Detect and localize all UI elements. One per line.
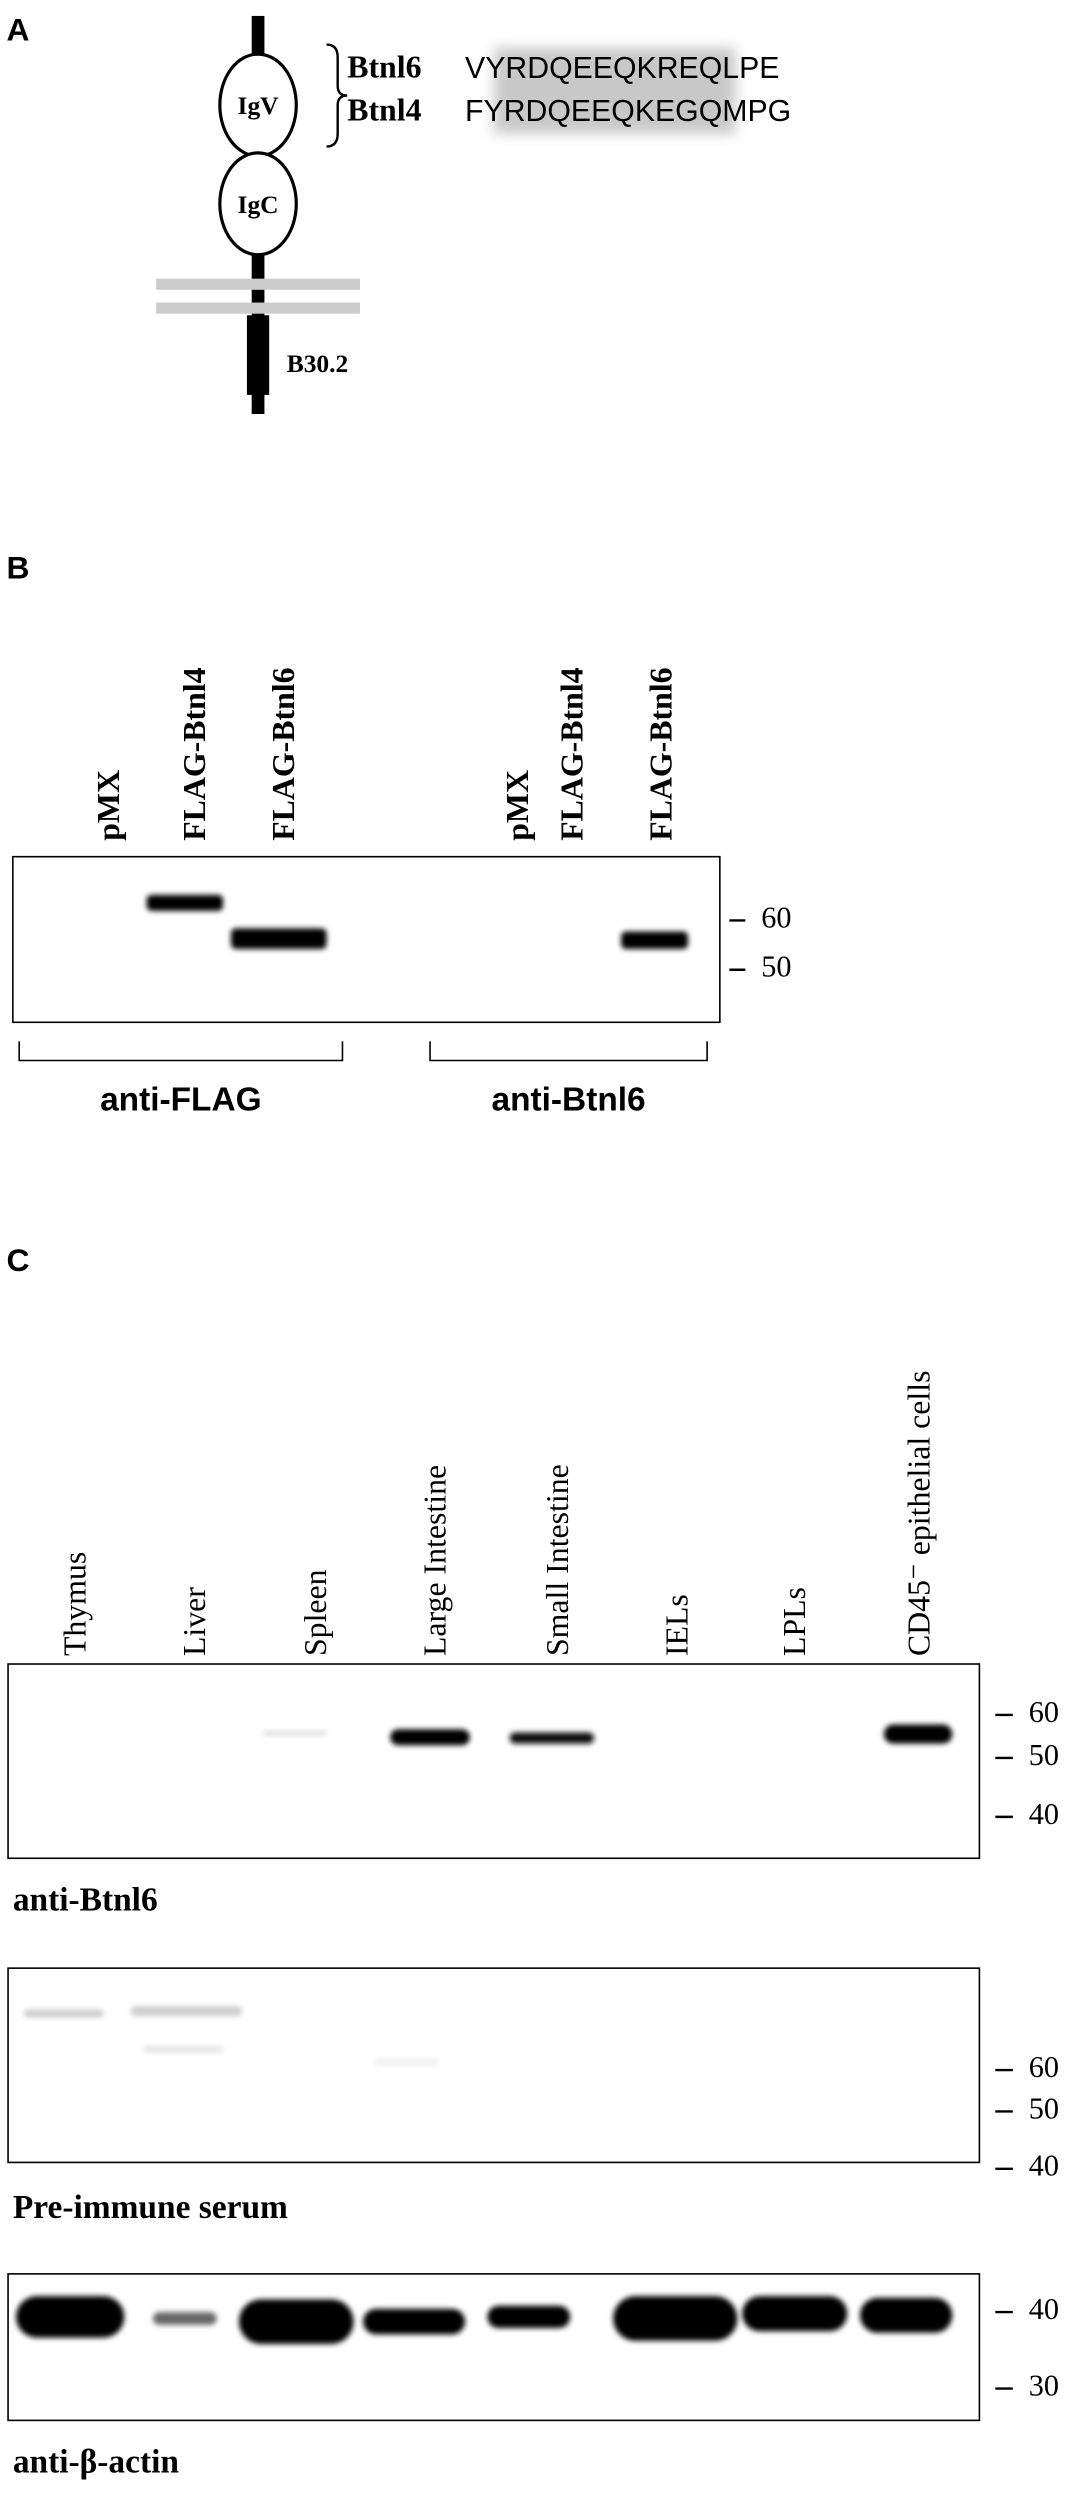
band [487,2305,571,2329]
marker-label: 40 [1029,2292,1059,2326]
group-label: anti-FLAG [100,1082,262,1119]
blot-label: anti-Btnl6 [13,1882,158,1919]
lane-label: Thymus [57,1552,92,1656]
band [742,2296,848,2332]
lane-label: FLAG-Btnl4 [554,667,589,840]
marker-label: 40 [1029,2149,1059,2183]
sequence-shared: YRDQEEQK [485,52,656,85]
domain-label: IgC [238,190,279,219]
sequence: VYRDQEEQKREQLPE [465,52,779,85]
band [143,2046,224,2053]
band [238,2299,354,2344]
membrane [156,278,360,290]
marker-label: 60 [1029,2050,1059,2084]
band [230,928,327,950]
band [23,2009,104,2018]
lane-label: pMX [500,770,535,841]
brace [326,43,348,148]
marker-label: 30 [1029,2368,1059,2402]
blot [7,1967,981,2164]
band [152,2312,217,2325]
band [146,894,224,911]
group-label: anti-Btnl6 [492,1082,646,1119]
blot [7,1663,981,1860]
panel-label: A [6,11,29,47]
band [262,1730,327,1736]
lane-label: Large Intestine [417,1465,452,1656]
sequence: FYRDQEEQKEGQMPG [465,95,791,128]
marker-label: 60 [1029,1695,1059,1729]
band [16,2296,125,2338]
sequence-shared: YRDQEEQK [484,95,655,128]
marker-label: 50 [761,950,791,984]
band [130,2006,243,2016]
lane-label: Spleen [298,1569,333,1656]
protein-name: Btnl4 [347,92,421,127]
shared-highlight [493,47,736,134]
sequence-post: EGQMPG [655,95,791,128]
group-bracket [18,1041,344,1062]
band [390,1729,470,1746]
band [883,1724,953,1744]
band [613,2296,738,2341]
band [859,2297,953,2333]
panel-label: C [6,1242,29,1278]
b30-domain [246,315,270,395]
lane-label: pMX [91,770,126,841]
band [363,2308,466,2335]
protein-schematic [156,15,736,415]
lane-label: Liver [177,1587,212,1656]
lane-label: Small Intestine [540,1464,575,1656]
panel-label: B [6,549,29,585]
marker-label: 50 [1029,2091,1059,2125]
sequence-pre: F [465,95,483,128]
blot-label: Pre-immune serum [13,2189,288,2226]
lane-label: CD45⁻ epithelial cells [901,1371,936,1657]
domain-label: B30.2 [287,349,349,378]
lane-label: IELs [659,1594,694,1656]
marker-label: 60 [761,900,791,934]
igc-domain [218,151,298,257]
protein-name: Btnl6 [347,49,421,84]
band [374,2058,438,2066]
sequence-post: REQLPE [657,52,780,85]
blot-label: anti-β-actin [13,2444,180,2481]
domain-label: IgV [238,91,280,120]
lane-label: FLAG-Btnl6 [266,667,301,840]
group-bracket [429,1041,708,1062]
blot [12,855,721,1024]
sequence-pre: V [465,52,486,85]
lane-label: FLAG-Btnl6 [643,667,678,840]
lane-label: FLAG-Btnl4 [177,667,212,840]
marker-label: 40 [1029,1797,1059,1831]
marker-label: 50 [1029,1738,1059,1772]
band [621,931,688,950]
membrane [156,302,360,314]
lane-label: LPLs [777,1587,812,1656]
blot [7,2273,981,2422]
band [509,1732,595,1744]
